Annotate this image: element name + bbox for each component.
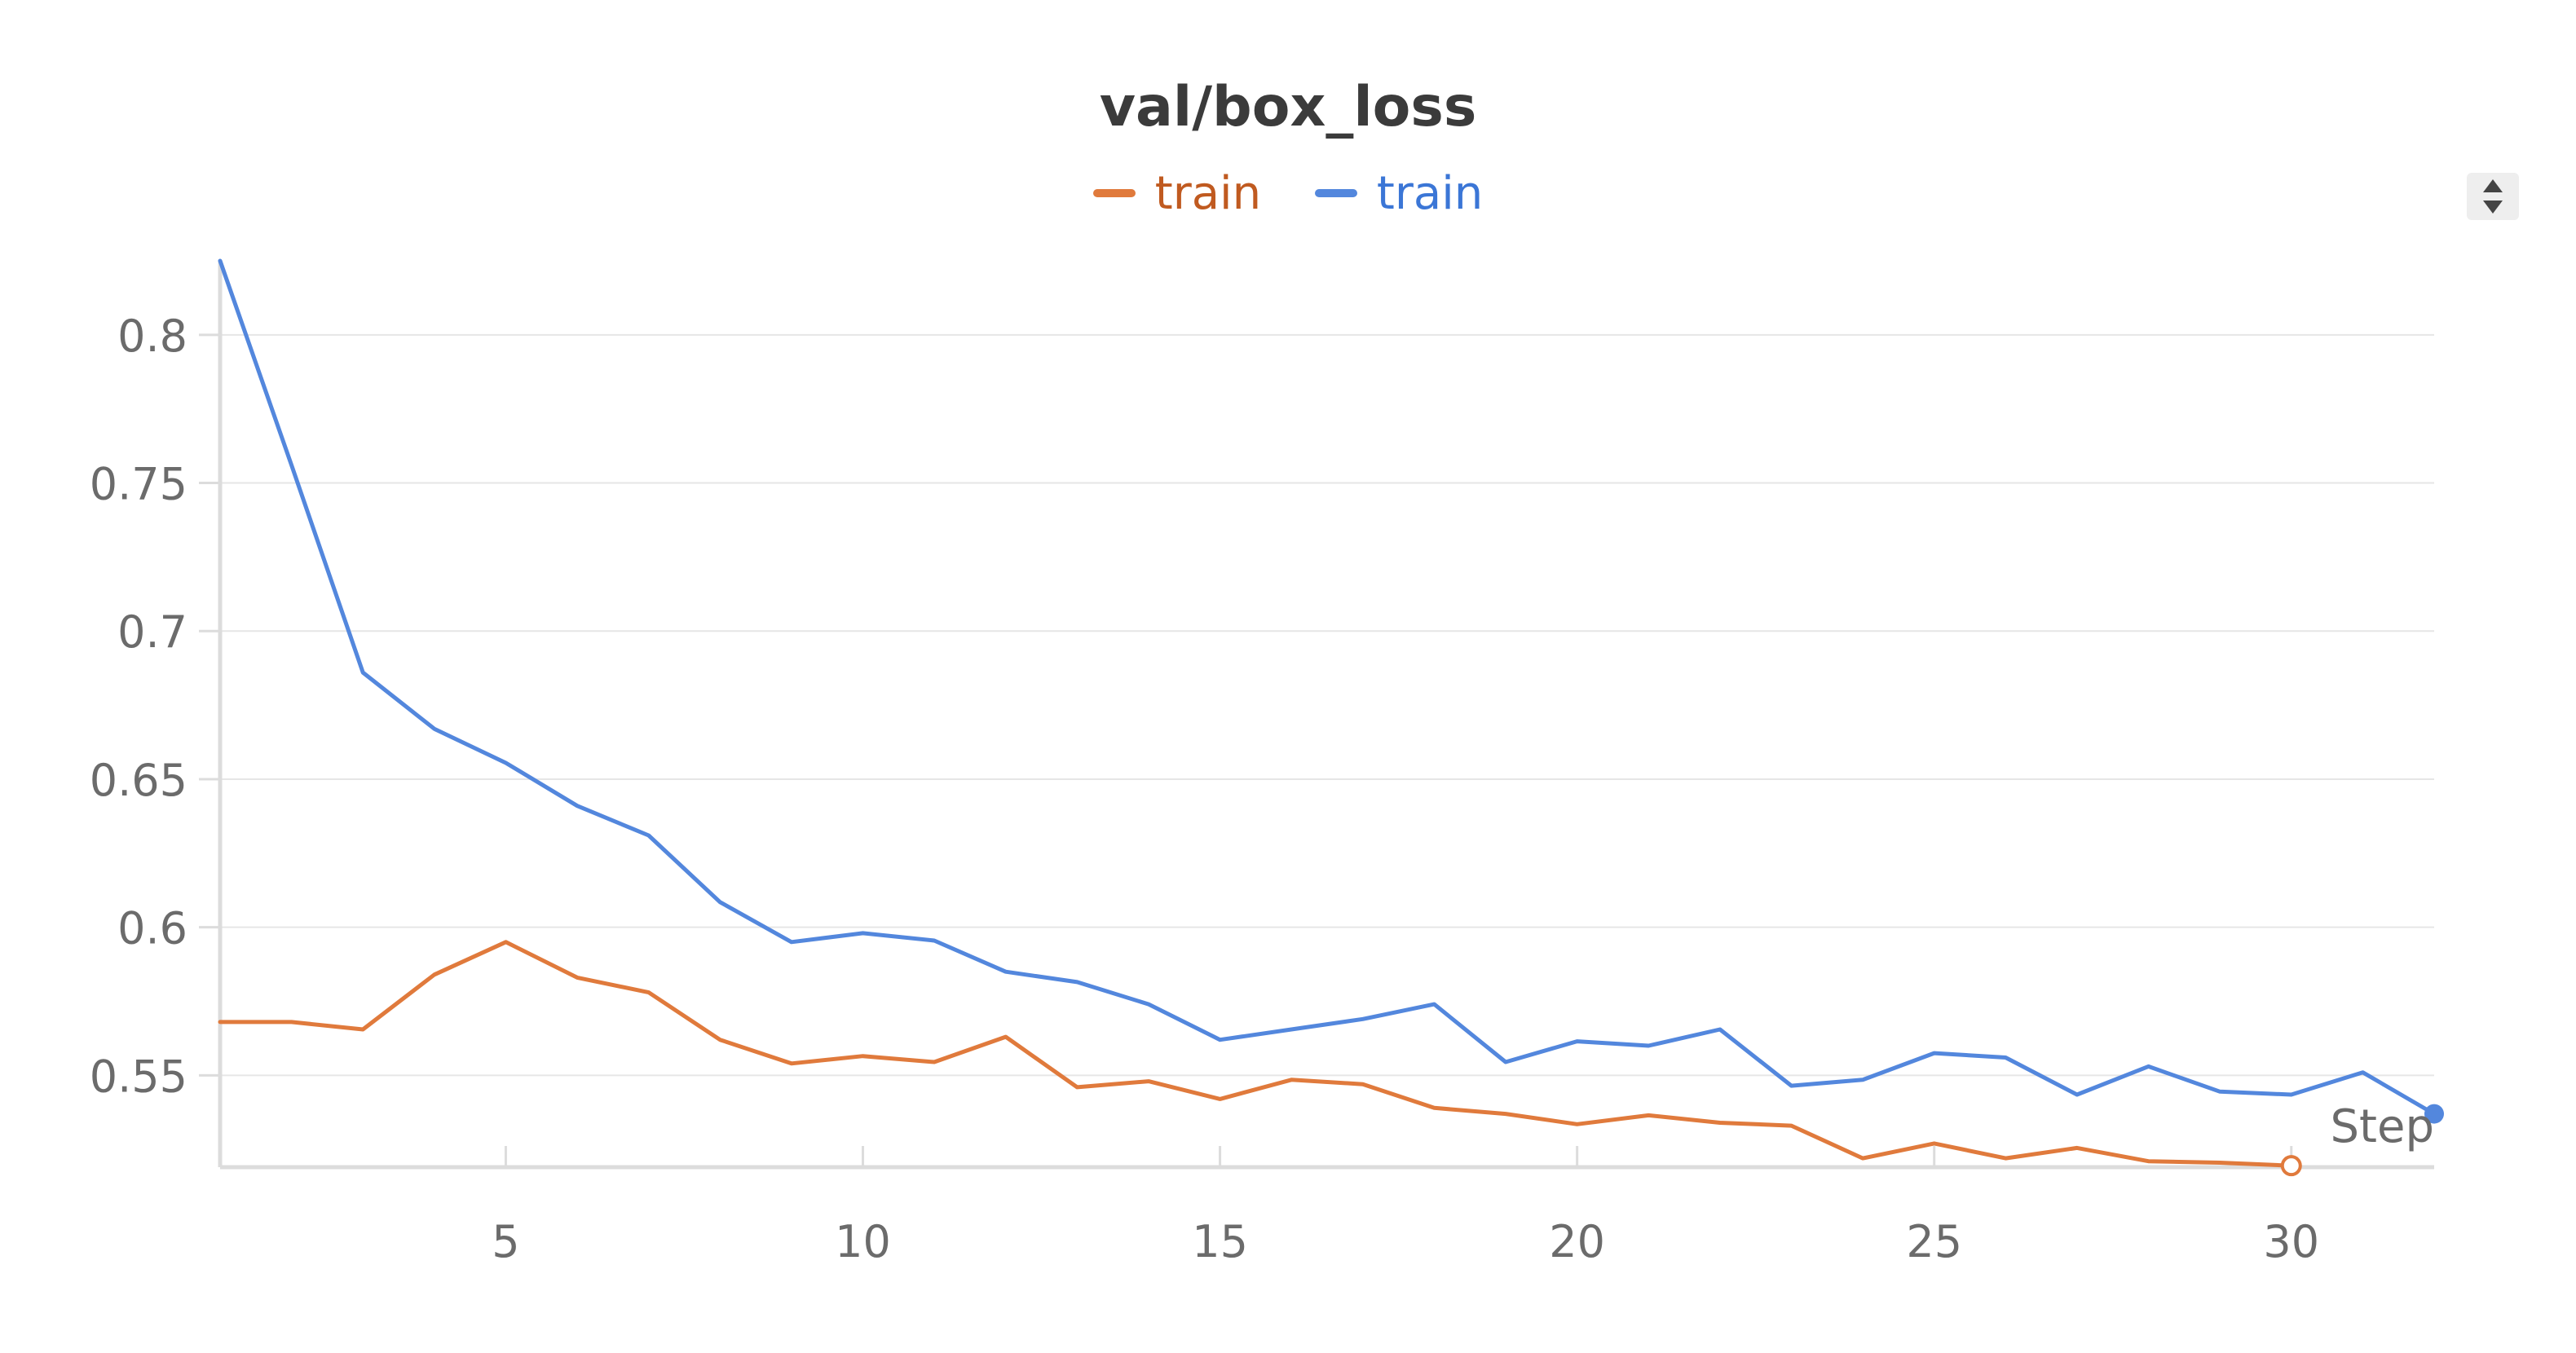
series-line-2 [218, 258, 2437, 1117]
legend-swatch-blue [1314, 188, 1357, 197]
x-tick-label: 25 [1906, 1216, 1962, 1267]
chart-title: val/box_loss [1099, 75, 1477, 139]
axes [199, 261, 2434, 1170]
legend-item-series-1[interactable]: train [1092, 167, 1262, 220]
x-tick-label: 10 [835, 1216, 891, 1267]
x-tick-label: 30 [2263, 1216, 2319, 1267]
legend-label: train [1376, 167, 1484, 220]
y-tick-label: 0.65 [90, 755, 187, 806]
series-lines [218, 258, 2444, 1177]
sort-button[interactable] [2467, 173, 2519, 220]
tick-labels: 0.55 0.6 0.65 0.7 0.75 0.8 5 10 15 20 25 30 [90, 311, 2319, 1267]
legend-item-series-2[interactable]: train [1314, 167, 1484, 220]
series-end-point [2424, 1104, 2444, 1124]
x-tick-label: 15 [1192, 1216, 1248, 1267]
series-end-point [2280, 1155, 2302, 1177]
grid-lines [220, 333, 2434, 1077]
legend-label: train [1154, 167, 1262, 220]
y-tick-label: 0.8 [117, 311, 187, 362]
y-tick-label: 0.75 [90, 459, 187, 510]
series-line-1 [218, 940, 2294, 1168]
y-tick-label: 0.55 [90, 1051, 187, 1102]
x-axis-label: Step [2330, 1100, 2434, 1153]
x-tick-label: 5 [492, 1216, 519, 1267]
y-tick-label: 0.7 [117, 606, 187, 658]
legend: train train [0, 167, 2576, 220]
x-tick-label: 20 [1549, 1216, 1605, 1267]
sort-updown-icon [2483, 179, 2503, 214]
y-tick-label: 0.6 [117, 903, 187, 954]
legend-swatch-orange [1092, 188, 1136, 197]
